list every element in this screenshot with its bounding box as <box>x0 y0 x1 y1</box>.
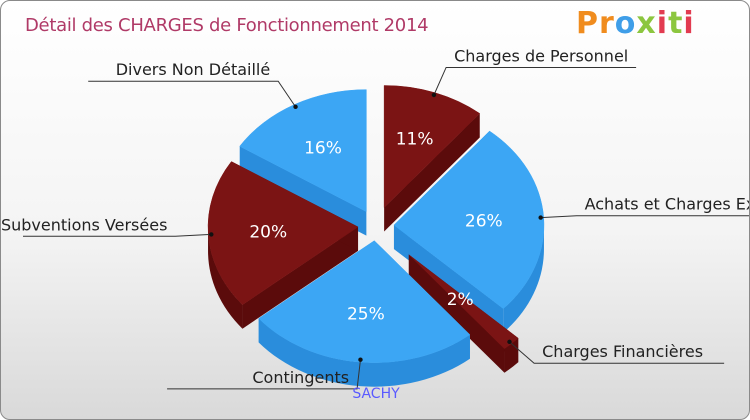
slice-percent-label: 20% <box>249 223 287 243</box>
leader-arrow-head <box>507 339 512 345</box>
slice-category-label: Charges de Personnel <box>454 46 628 65</box>
slice-category-label: Achats et Charges Externe <box>585 195 750 214</box>
leader-arrow-head <box>538 215 543 220</box>
label-leader-line <box>509 341 725 364</box>
pie-tops <box>207 85 545 363</box>
slice-percent-label: 2% <box>447 290 474 310</box>
label-leader-line <box>88 80 296 108</box>
slice-wall <box>384 113 480 232</box>
leader-arrow-head <box>431 92 437 98</box>
slice-category-label: Subventions Versées <box>1 215 167 234</box>
leader-arrow-head <box>209 232 214 237</box>
leader-arrow-head <box>358 357 363 362</box>
leader-arrow-head <box>293 104 298 110</box>
slice-wall <box>242 226 359 329</box>
slice-category-label: Contingents <box>252 368 349 387</box>
label-leader-line <box>167 359 361 390</box>
slice-wall <box>239 146 367 236</box>
slice-category-label: Divers Non Détaillé <box>116 60 270 79</box>
slice-rim <box>503 225 544 333</box>
slice-wall <box>408 254 505 373</box>
slice-percent-label: 16% <box>304 138 342 158</box>
label-leader-line <box>540 215 749 219</box>
slice-labels: Charges de Personnel Achats et Charges Ex… <box>1 46 750 390</box>
label-leader-line <box>23 233 212 237</box>
slice-percent-label: 25% <box>347 305 385 325</box>
slice-percent-label: 26% <box>465 211 503 231</box>
chart-title: Détail des CHARGES de Fonctionnement 201… <box>25 15 429 36</box>
slice-category-label: Charges Financières <box>542 342 703 361</box>
proxiti-logo: Proxiti <box>576 6 695 41</box>
city-label: SACHY <box>352 386 400 402</box>
slice-rim <box>258 318 470 387</box>
slice-rim <box>208 226 243 329</box>
slice-percent-label: 11% <box>396 130 434 150</box>
label-leader-line <box>433 66 637 96</box>
